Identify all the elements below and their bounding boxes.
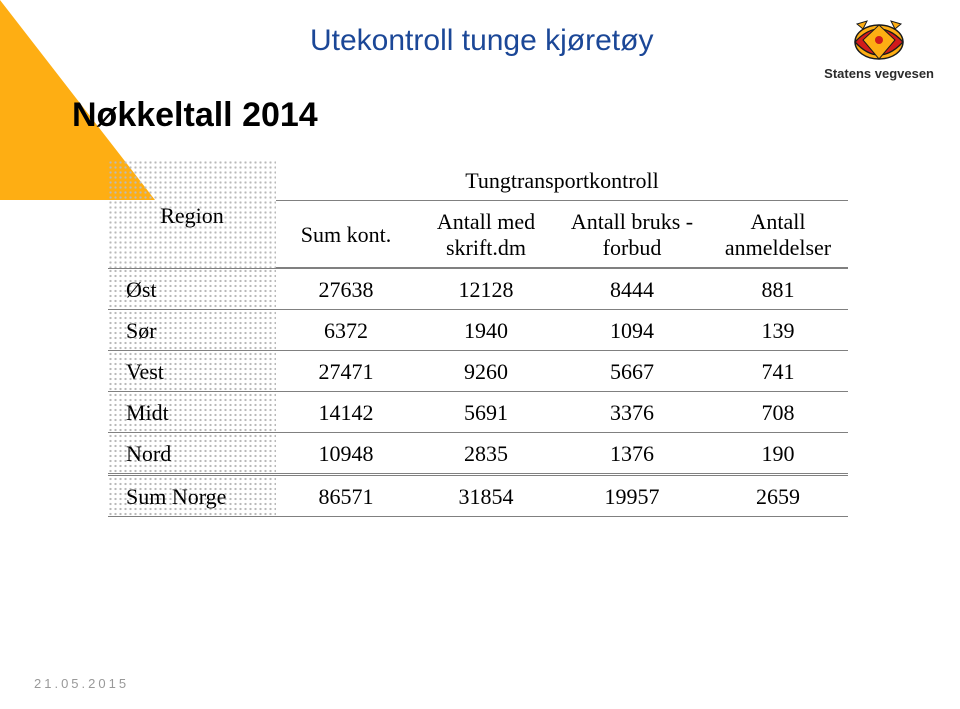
cell: 19957 [556,475,708,517]
document-header: Utekontroll tunge kjøretøy [310,24,653,58]
cell: 1094 [556,310,708,351]
agency-logo-icon [849,18,909,62]
cell: 190 [708,433,848,475]
cell: 3376 [556,392,708,433]
cell: 708 [708,392,848,433]
logo-block: Statens vegvesen [824,18,934,81]
col-header-3: Antall anmeldelser [708,201,848,269]
cell: 2835 [416,433,556,475]
cell: 8444 [556,268,708,310]
cell: 139 [708,310,848,351]
cell: 1376 [556,433,708,475]
row-name: Midt [108,392,276,433]
col-header-0: Sum kont. [276,201,416,269]
cell: 6372 [276,310,416,351]
table-row: Nord 10948 2835 1376 190 [108,433,848,475]
key-figures-table: Region Tungtransportkontroll Sum kont. A… [108,160,848,517]
cell: 12128 [416,268,556,310]
table-row: Sør 6372 1940 1094 139 [108,310,848,351]
row-name: Sør [108,310,276,351]
cell: 881 [708,268,848,310]
cell: 9260 [416,351,556,392]
row-name: Vest [108,351,276,392]
cell: 27471 [276,351,416,392]
cell: 27638 [276,268,416,310]
table-row: Øst 27638 12128 8444 881 [108,268,848,310]
table-category-header: Tungtransportkontroll [276,160,848,201]
cell: 5691 [416,392,556,433]
cell: 741 [708,351,848,392]
agency-name: Statens vegvesen [824,66,934,81]
sum-row-name: Sum Norge [108,475,276,517]
col-header-2: Antall bruks - forbud [556,201,708,269]
table-row: Midt 14142 5691 3376 708 [108,392,848,433]
cell: 31854 [416,475,556,517]
row-name: Nord [108,433,276,475]
row-name: Øst [108,268,276,310]
cell: 5667 [556,351,708,392]
footer-date: 21.05.2015 [34,676,129,691]
cell: 1940 [416,310,556,351]
table-region-header: Region [108,160,276,268]
page-title: Nøkkeltall 2014 [72,96,318,135]
table-sum-row: Sum Norge 86571 31854 19957 2659 [108,475,848,517]
table-row: Vest 27471 9260 5667 741 [108,351,848,392]
cell: 14142 [276,392,416,433]
cell: 86571 [276,475,416,517]
cell: 2659 [708,475,848,517]
col-header-1: Antall med skrift.dm [416,201,556,269]
cell: 10948 [276,433,416,475]
